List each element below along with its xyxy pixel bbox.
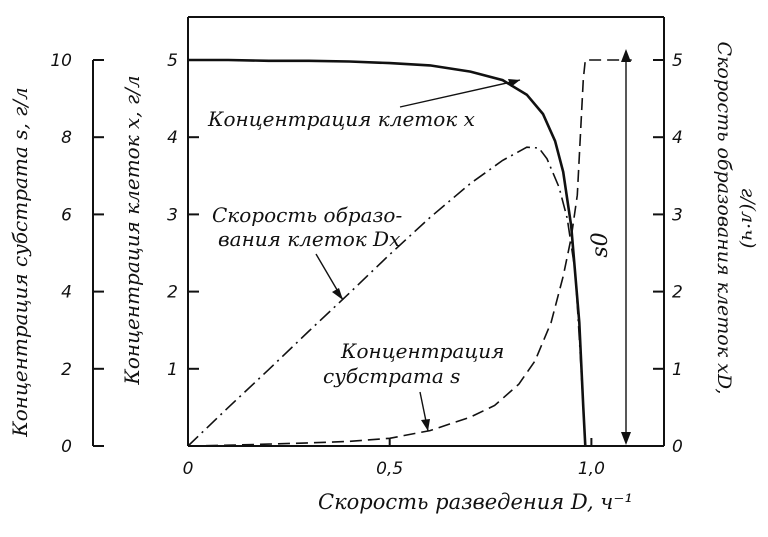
s0-arrowhead-top [621,49,631,62]
left-inner-tick-label: 5 [167,51,178,71]
left-outer-tick-label: 4 [61,283,72,303]
left-outer-axis-label: Концентрация субстрата s, г/л [8,87,32,438]
left-inner-tick-label: 4 [167,128,178,148]
x-ticks: 0 0,5 1,0 [183,438,605,479]
left-inner-axis-label: Концентрация клеток x, г/л [120,75,144,385]
right-tick-label: 5 [672,51,683,71]
axes [92,16,665,447]
annotation-s0: s0 [588,232,613,257]
x-axis-label: Скорость разведения D, ч⁻¹ [318,490,633,514]
left-outer-tick-label: 8 [61,128,72,148]
left-outer-ticks: 0 2 4 6 8 10 [50,51,104,457]
right-tick-label: 1 [672,360,683,380]
left-outer-tick-label: 0 [61,437,72,457]
left-outer-tick-label: 10 [50,51,72,71]
left-inner-tick-label: 1 [167,360,178,380]
x-tick-label: 1,0 [578,459,605,479]
right-tick-label: 4 [672,128,683,148]
annotation-cells: Концентрация клеток x [207,107,475,131]
series-group [187,58,632,447]
annotation-substrate-line1: Концентрация [340,339,504,363]
right-ticks: 0 1 2 3 4 5 [653,51,683,457]
series-substrate-concentration [187,59,632,447]
annotation-rate-line1: Скорость образо- [212,203,402,227]
arrowhead-rate [332,288,343,300]
x-tick-label: 0,5 [376,459,403,479]
right-tick-label: 3 [672,205,683,225]
arrow-cells [399,79,521,108]
annotation-rate-line2: вания клеток Dx [218,227,400,251]
right-tick-label: 0 [672,437,683,457]
arrowhead-substrate [421,419,430,431]
arrowhead-cells [508,79,520,87]
left-inner-tick-label: 2 [167,283,178,303]
left-inner-ticks: 1 2 3 4 5 [167,51,199,380]
left-outer-tick-label: 2 [61,360,72,380]
left-outer-tick-label: 6 [61,205,72,225]
right-tick-label: 2 [672,283,683,303]
right-axis-label-line1: Скорость образования клеток xD, [713,42,735,395]
annotation-substrate-line2: субстрата s [323,364,460,388]
series-productivity [187,146,587,447]
left-inner-tick-label: 3 [167,205,178,225]
right-axis-label-line2: г/(л·ч) [737,188,759,249]
s0-arrowhead-bottom [621,432,631,445]
x-tick-label: 0 [183,459,194,479]
